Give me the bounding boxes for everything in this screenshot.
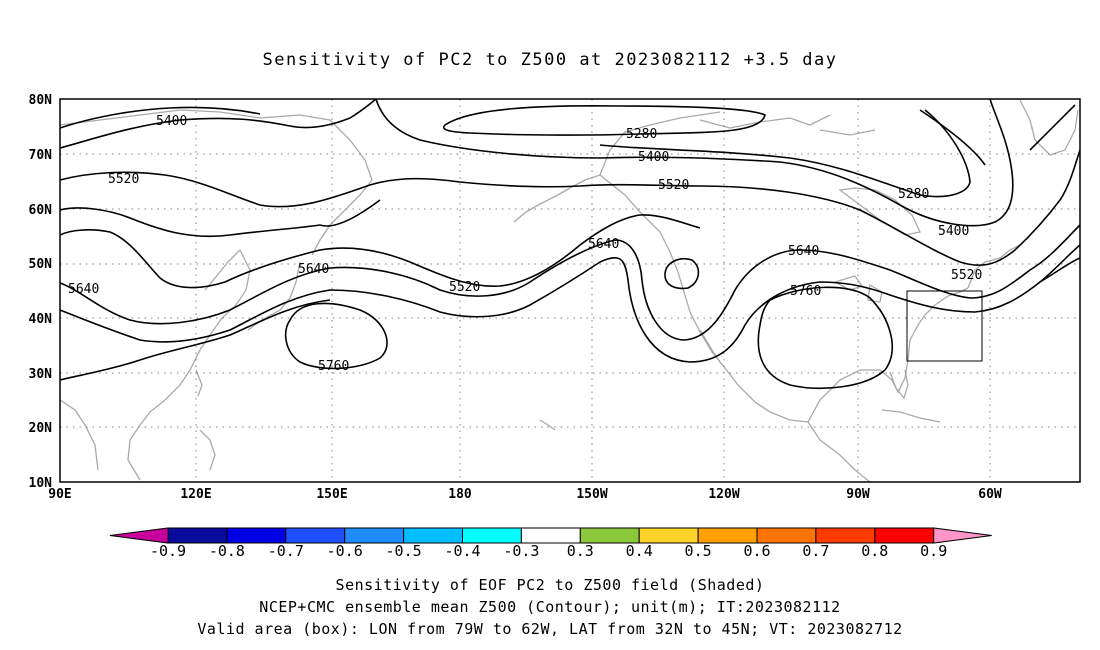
- colorbar-label: -0.8: [209, 542, 245, 560]
- colorbar: -0.9 -0.8 -0.7 -0.6 -0.5 -0.4 -0.3 0.3 0.4 0.5 0.6…: [109, 527, 992, 560]
- colorbar-label: 0.6: [743, 542, 770, 560]
- grid-lines: [60, 99, 1080, 482]
- colorbar-label: 0.3: [567, 542, 594, 560]
- lon-label-60w: 60W: [978, 487, 1002, 502]
- contour-label-5520-a: 5520: [108, 172, 139, 187]
- lat-label-60n: 60N: [29, 203, 53, 218]
- latitude-axis: 80N 70N 60N 50N 40N 30N 20N 10N: [29, 93, 53, 491]
- colorbar-swatch: [756, 527, 817, 544]
- colorbar-swatch: [874, 527, 935, 544]
- contour-label-5280-a: 5280: [626, 127, 657, 142]
- lat-label-10n: 10N: [29, 476, 53, 491]
- contour-label-5640-a: 5640: [68, 282, 99, 297]
- colorbar-swatch: [226, 527, 287, 544]
- caption-line-1: Sensitivity of EOF PC2 to Z500 field (Sh…: [335, 576, 765, 594]
- lon-label-120w: 120W: [708, 487, 739, 502]
- colorbar-swatch: [638, 527, 699, 544]
- colorbar-swatch: [579, 527, 640, 544]
- lat-label-80n: 80N: [29, 93, 53, 108]
- lat-label-30n: 30N: [29, 367, 53, 382]
- colorbar-swatch: [167, 527, 228, 544]
- colorbar-label: -0.3: [503, 542, 539, 560]
- contour-label-5520-d: 5520: [951, 268, 982, 283]
- map-title: Sensitivity of PC2 to Z500 at 2023082112…: [262, 50, 838, 70]
- contour-label-5520-c: 5520: [658, 178, 689, 193]
- longitude-axis: 90E 120E 150E 180 150W 120W 90W 60W: [48, 487, 1002, 502]
- colorbar-label: -0.7: [268, 542, 304, 560]
- contour-labels: 5400 5520 5640 5640 5520 5760 5280 5400 …: [68, 114, 982, 374]
- colorbar-label: 0.9: [920, 542, 947, 560]
- lon-label-180: 180: [448, 487, 472, 502]
- lon-label-90e: 90E: [48, 487, 71, 502]
- colorbar-label: 0.4: [626, 542, 653, 560]
- contour-label-5640-b: 5640: [298, 262, 329, 277]
- contour-label-5640-d: 5640: [788, 244, 819, 259]
- lon-label-150w: 150W: [576, 487, 607, 502]
- colorbar-label: 0.7: [802, 542, 829, 560]
- colorbar-label: -0.6: [327, 542, 363, 560]
- colorbar-swatch: [344, 527, 405, 544]
- colorbar-left-arrow: [109, 527, 169, 544]
- colorbar-swatch: [285, 527, 346, 544]
- colorbar-label: -0.5: [386, 542, 422, 560]
- coastlines: [59, 99, 1079, 483]
- colorbar-swatch: [403, 527, 464, 544]
- contour-label-5760-a: 5760: [318, 359, 349, 374]
- colorbar-right-arrow: [933, 527, 992, 544]
- lon-label-120e: 120E: [180, 487, 211, 502]
- lat-label-70n: 70N: [29, 148, 53, 163]
- contour-label-5640-c: 5640: [588, 237, 619, 252]
- lat-label-50n: 50N: [29, 257, 53, 272]
- z500-contours: [59, 98, 1081, 390]
- lon-label-90w: 90W: [846, 487, 870, 502]
- contour-label-5760-b: 5760: [790, 284, 821, 299]
- colorbar-swatch: [462, 527, 522, 544]
- contour-label-5280-b: 5280: [898, 187, 929, 202]
- lon-label-150e: 150E: [316, 487, 347, 502]
- colorbar-label: -0.4: [444, 542, 480, 560]
- valid-area-box: [906, 290, 983, 362]
- colorbar-swatch: [697, 527, 758, 544]
- colorbar-swatch: [520, 527, 581, 544]
- contour-label-5400-b: 5400: [638, 150, 669, 165]
- caption-line-3: Valid area (box): LON from 79W to 62W, L…: [197, 620, 903, 638]
- colorbar-label: 0.8: [861, 542, 888, 560]
- contour-label-5400-c: 5400: [938, 224, 969, 239]
- colorbar-swatch: [815, 527, 876, 544]
- contour-label-5520-b: 5520: [449, 280, 480, 295]
- caption: Sensitivity of EOF PC2 to Z500 field (Sh…: [0, 574, 1100, 640]
- contour-label-5400-a: 5400: [156, 114, 187, 129]
- map-frame: [59, 98, 1081, 483]
- lat-label-40n: 40N: [29, 312, 53, 327]
- colorbar-label: 0.5: [685, 542, 712, 560]
- lat-label-20n: 20N: [29, 421, 53, 436]
- caption-line-2: NCEP+CMC ensemble mean Z500 (Contour); u…: [259, 598, 841, 616]
- colorbar-label: -0.9: [150, 542, 186, 560]
